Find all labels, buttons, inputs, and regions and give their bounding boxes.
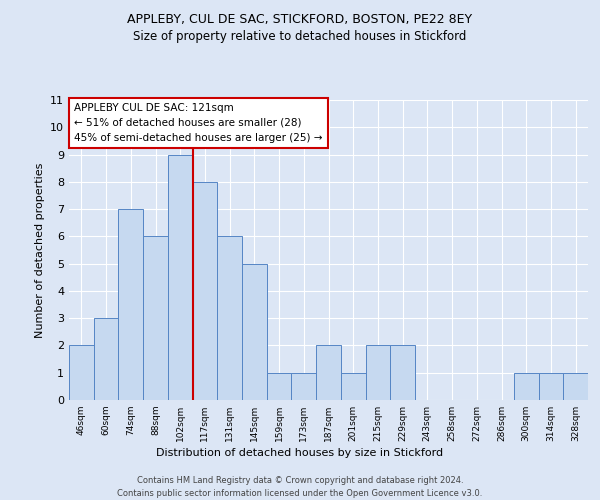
Bar: [292, 372, 316, 400]
Text: APPLEBY CUL DE SAC: 121sqm
← 51% of detached houses are smaller (28)
45% of semi: APPLEBY CUL DE SAC: 121sqm ← 51% of deta…: [74, 103, 323, 142]
Text: Contains HM Land Registry data © Crown copyright and database right 2024.
Contai: Contains HM Land Registry data © Crown c…: [118, 476, 482, 498]
Bar: [563, 372, 588, 400]
Bar: [341, 372, 365, 400]
Text: Distribution of detached houses by size in Stickford: Distribution of detached houses by size …: [157, 448, 443, 458]
Bar: [242, 264, 267, 400]
Bar: [217, 236, 242, 400]
Bar: [143, 236, 168, 400]
Bar: [193, 182, 217, 400]
Bar: [118, 209, 143, 400]
Bar: [390, 346, 415, 400]
Bar: [539, 372, 563, 400]
Bar: [267, 372, 292, 400]
Bar: [94, 318, 118, 400]
Bar: [168, 154, 193, 400]
Bar: [514, 372, 539, 400]
Text: APPLEBY, CUL DE SAC, STICKFORD, BOSTON, PE22 8EY: APPLEBY, CUL DE SAC, STICKFORD, BOSTON, …: [127, 12, 473, 26]
Y-axis label: Number of detached properties: Number of detached properties: [35, 162, 44, 338]
Bar: [365, 346, 390, 400]
Bar: [316, 346, 341, 400]
Text: Size of property relative to detached houses in Stickford: Size of property relative to detached ho…: [133, 30, 467, 43]
Bar: [69, 346, 94, 400]
